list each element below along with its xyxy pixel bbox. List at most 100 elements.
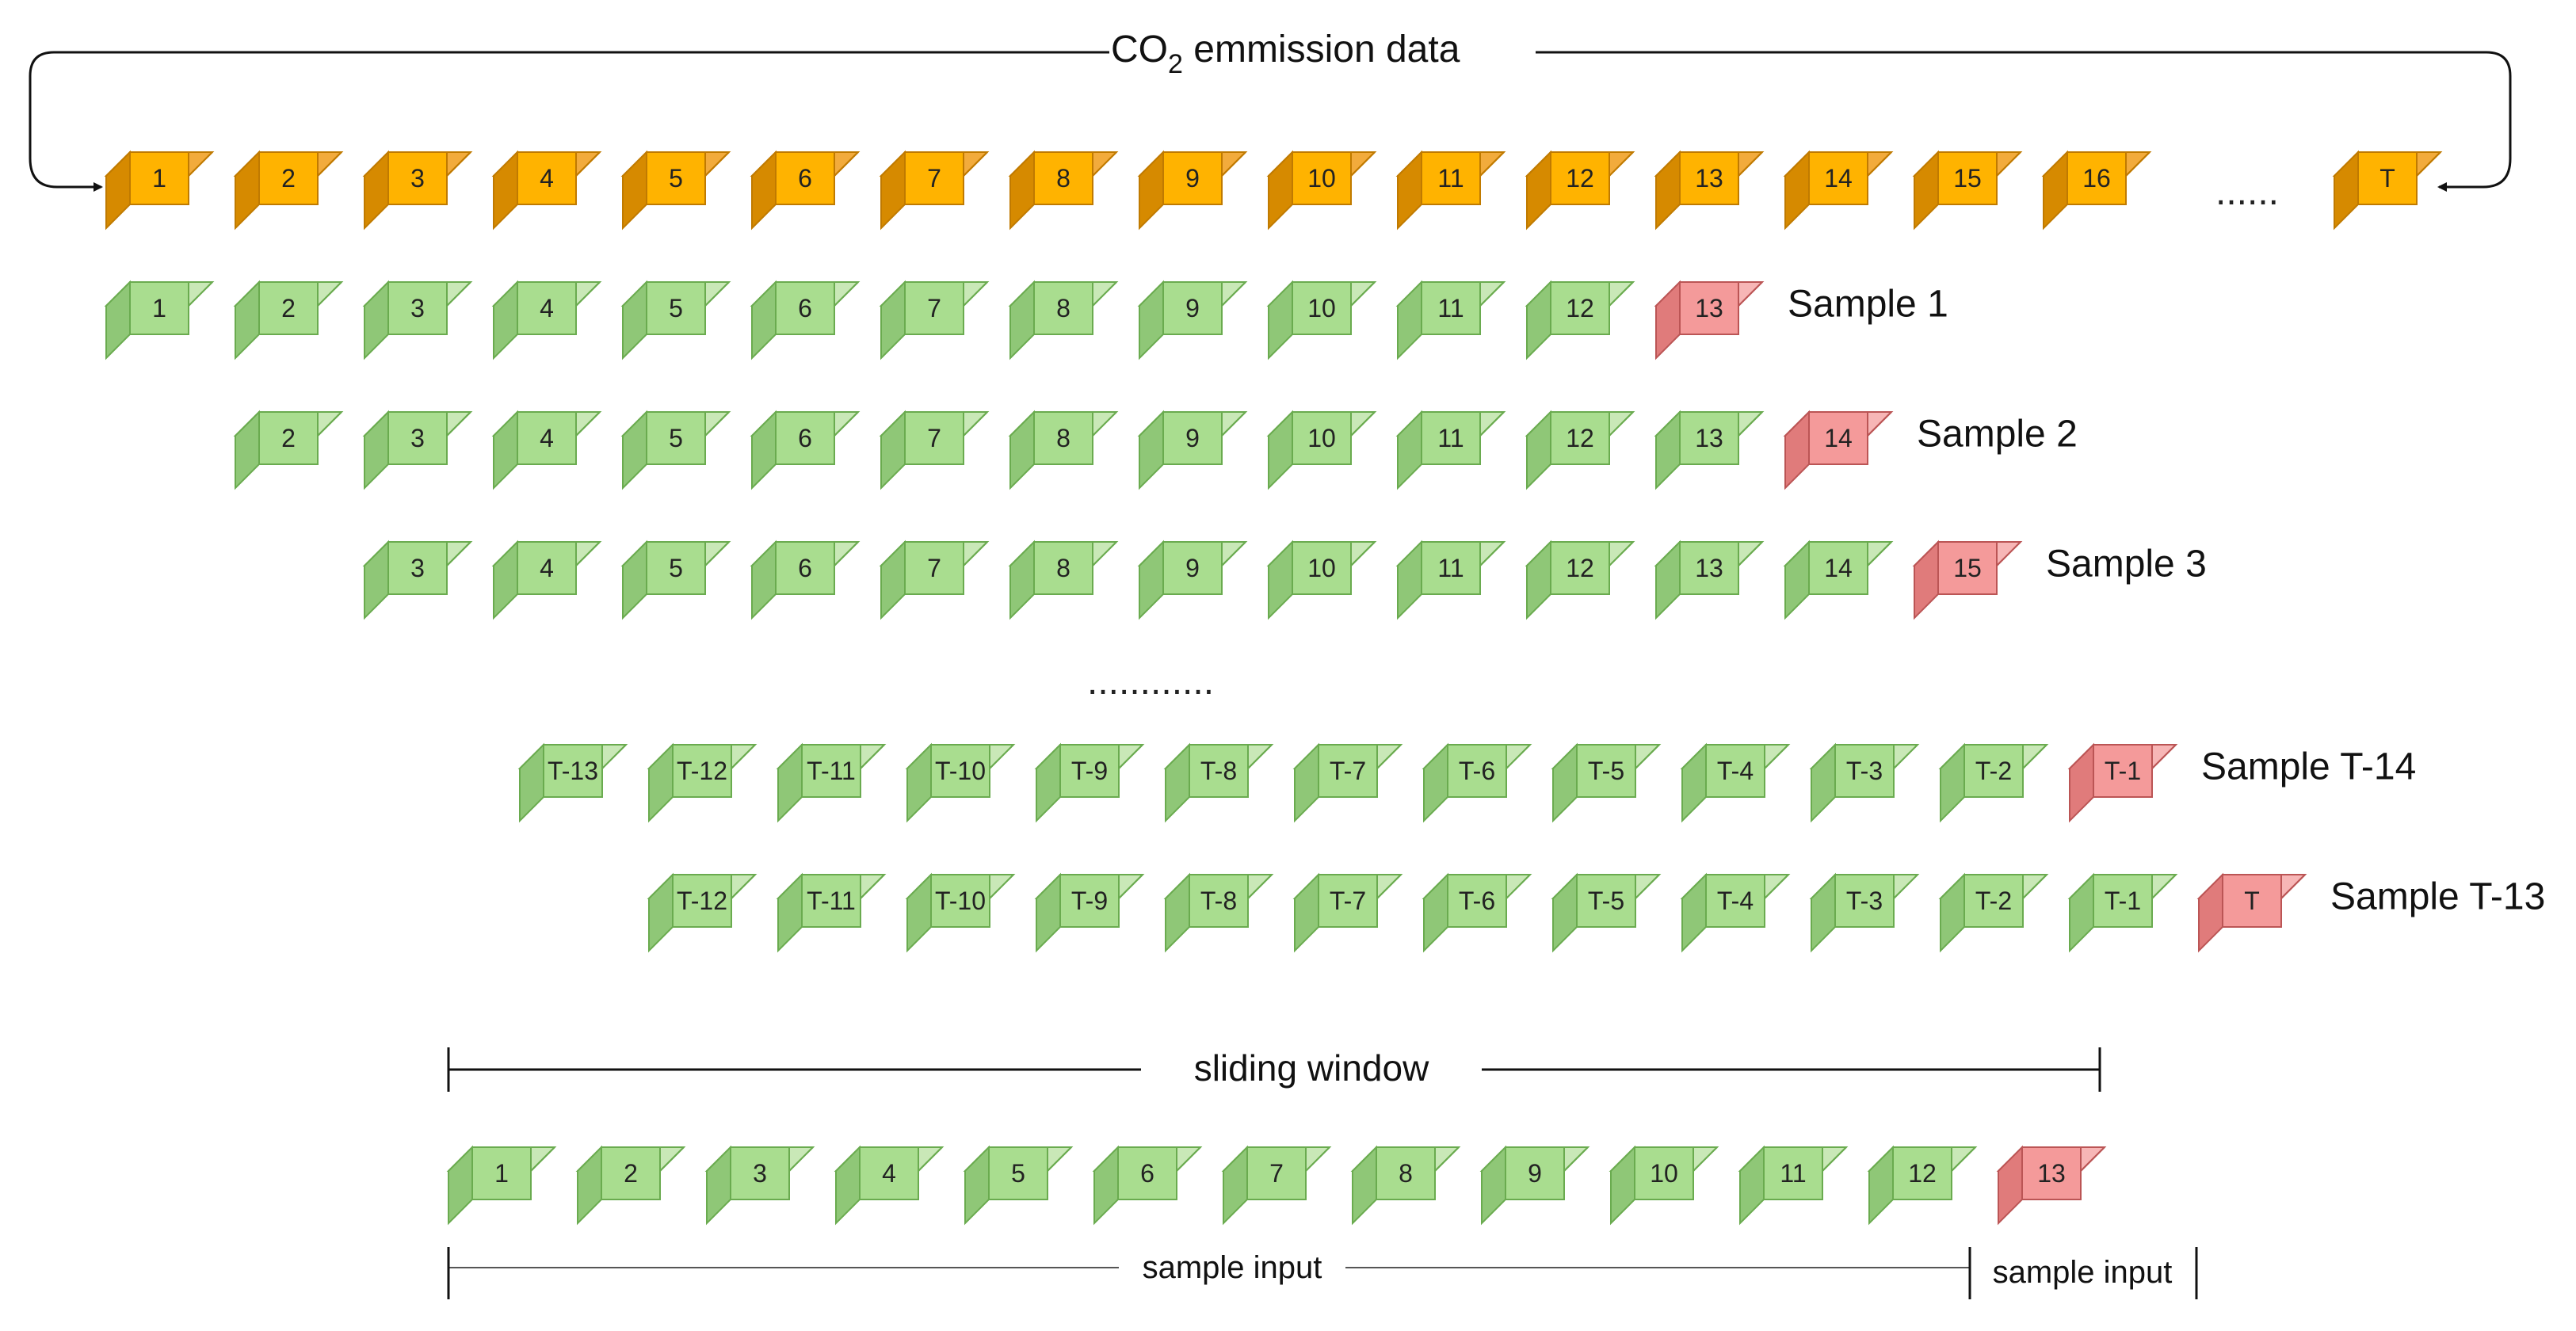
cube-side-face xyxy=(1784,150,1810,231)
cube-side-face xyxy=(2069,742,2094,823)
sample-rows: 1 2 3 4 5 6 7 8 9 10 11 12 13 Sample 12 3 4 5 6 7 8 9 10 11 12 1… xyxy=(104,280,2545,953)
cube-side-face xyxy=(751,280,777,360)
cube-label: 13 xyxy=(2037,1159,2066,1188)
input-cube: 5 xyxy=(620,280,731,360)
cube-label: 12 xyxy=(1566,164,1594,193)
input-cube: T-7 xyxy=(1292,872,1403,953)
cube-label: 1 xyxy=(152,294,166,322)
input-cube: T-2 xyxy=(1938,742,2049,823)
cube-side-face xyxy=(622,540,647,620)
cube-front-face xyxy=(1318,874,1378,928)
cube-label: T-7 xyxy=(1330,757,1366,785)
input-cube: 10 xyxy=(1266,410,1377,490)
cube-front-face xyxy=(775,281,835,335)
cube-label: 5 xyxy=(669,424,683,452)
sample-name: Sample T-13 xyxy=(2330,876,2545,918)
cube-label: 1 xyxy=(494,1159,509,1188)
cube-front-face xyxy=(1937,151,1998,205)
cube-front-face xyxy=(1937,541,1998,595)
cube-label: 5 xyxy=(669,554,683,582)
cube-label: T-11 xyxy=(807,887,856,915)
cube-front-face xyxy=(1421,151,1481,205)
cube-front-face xyxy=(1162,541,1223,595)
cube-label: 4 xyxy=(540,294,554,322)
cube-side-face xyxy=(880,280,906,360)
cube-side-face xyxy=(1268,540,1293,620)
input-cube: 10 xyxy=(1266,280,1377,360)
sliding-window-bracket: sliding window xyxy=(447,1047,2101,1092)
data-cube: 9 xyxy=(1137,150,1248,231)
target-cube: 14 xyxy=(1783,410,1894,490)
cube-label: 5 xyxy=(1011,1159,1025,1188)
cube-side-face xyxy=(648,742,674,823)
cube-label: 11 xyxy=(1780,1159,1806,1188)
cube-side-face xyxy=(1223,1145,1248,1226)
cube-side-face xyxy=(622,410,647,490)
cube-side-face xyxy=(1139,150,1164,231)
cube-side-face xyxy=(648,872,674,953)
window-input-cube: 6 xyxy=(1092,1145,1203,1226)
data-flow-arrow-left xyxy=(29,51,1109,192)
cube-label: T-1 xyxy=(2105,887,2141,915)
input-cube: T-11 xyxy=(776,872,887,953)
input-cube: 3 xyxy=(362,540,473,620)
cube-side-face xyxy=(622,150,647,231)
cube-side-face xyxy=(1397,280,1422,360)
cube-side-face xyxy=(235,280,260,360)
cube-label: 11 xyxy=(1437,164,1464,193)
input-cube: T-4 xyxy=(1680,742,1791,823)
cube-side-face xyxy=(706,1145,731,1226)
cube-label: 5 xyxy=(669,164,683,193)
cube-label: 12 xyxy=(1566,294,1594,322)
cube-front-face xyxy=(1292,281,1352,335)
cube-front-face xyxy=(258,411,319,465)
target-cube: 13 xyxy=(1654,280,1765,360)
cube-front-face xyxy=(1162,281,1223,335)
input-cube: 3 xyxy=(362,280,473,360)
data-flow-arrow-right xyxy=(1536,51,2512,192)
input-cube: 9 xyxy=(1137,410,1248,490)
cube-front-face xyxy=(904,541,964,595)
cube-label: T-9 xyxy=(1071,757,1108,785)
data-cube: 1 xyxy=(104,150,215,231)
cube-side-face xyxy=(1352,1145,1377,1226)
cube-label: 10 xyxy=(1307,554,1336,582)
cube-label: 2 xyxy=(281,424,296,452)
cube-side-face xyxy=(1811,872,1836,953)
window-input-cube: 1 xyxy=(446,1145,557,1226)
input-cube: 7 xyxy=(879,540,990,620)
cube-front-face xyxy=(1576,874,1636,928)
input-cube: T-6 xyxy=(1422,872,1532,953)
input-cube: 5 xyxy=(620,540,731,620)
cube-front-face xyxy=(1421,411,1481,465)
cube-side-face xyxy=(1681,872,1707,953)
cube-front-face xyxy=(801,874,861,928)
cube-side-face xyxy=(364,410,389,490)
cube-front-face xyxy=(1679,541,1739,595)
sample-name: Sample 1 xyxy=(1788,284,1948,326)
input-cube: T-5 xyxy=(1551,872,1662,953)
cube-side-face xyxy=(1036,742,1061,823)
cube-label: T-12 xyxy=(677,887,727,915)
cube-front-face xyxy=(1421,281,1481,335)
cube-side-face xyxy=(364,280,389,360)
cube-label: T-5 xyxy=(1588,887,1624,915)
title-group: CO2 emmission data xyxy=(29,29,2512,192)
input-cube: 6 xyxy=(750,280,861,360)
cube-label: 8 xyxy=(1056,424,1070,452)
sample-name: Sample 3 xyxy=(2046,543,2207,585)
cube-side-face xyxy=(1655,540,1681,620)
cube-side-face xyxy=(1397,410,1422,490)
window-input-cube: 12 xyxy=(1867,1145,1978,1226)
cube-side-face xyxy=(1165,742,1190,823)
input-cube: 7 xyxy=(879,410,990,490)
sample-row: 1 2 3 4 5 6 7 8 9 10 11 12 13 Sample 1 xyxy=(104,280,1948,360)
cube-label: 12 xyxy=(1908,1159,1937,1188)
cube-label: T-1 xyxy=(2105,757,2141,785)
cube-label: 15 xyxy=(1953,164,1982,193)
cube-side-face xyxy=(1655,410,1681,490)
cube-label: 7 xyxy=(1269,1159,1284,1188)
input-cube: T-3 xyxy=(1809,872,1920,953)
cube-front-face xyxy=(1705,744,1765,798)
cube-side-face xyxy=(1552,872,1578,953)
